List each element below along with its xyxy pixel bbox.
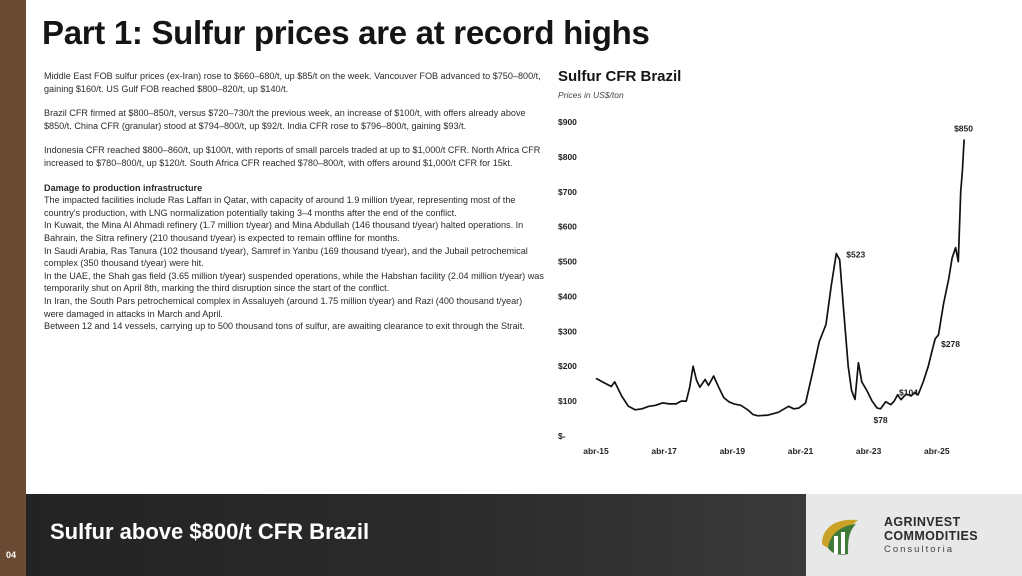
paragraph-brazil: Brazil CFR firmed at $800–850/t, versus …	[44, 108, 526, 131]
x-tick-label: abr-21	[788, 446, 814, 456]
damage-title: Damage to production infrastructure	[44, 182, 203, 193]
price-chart: $- $100 $200 $300 $400 $500 $600 $700 $800 $900 ab…	[558, 117, 973, 456]
brand-line-1: AGRINVEST	[884, 515, 961, 529]
brand-name: AGRINVEST COMMODITIES Consultoria	[884, 515, 978, 557]
y-tick-label: $700	[558, 187, 577, 197]
x-tick-label: abr-19	[720, 446, 746, 456]
brand-line-2: COMMODITIES	[884, 528, 978, 543]
footer-banner: Sulfur above $800/t CFR Brazil	[26, 494, 806, 576]
body-text: Middle East FOB sulfur prices (ex-Iran) …	[44, 70, 544, 333]
damage-section: Damage to production infrastructure The …	[44, 182, 544, 333]
x-tick-label: abr-23	[856, 446, 882, 456]
y-tick-label: $500	[558, 257, 577, 267]
chart-subtitle: Prices in US$/ton	[558, 90, 624, 100]
footer: Sulfur above $800/t CFR Brazil	[26, 494, 1022, 576]
left-accent-bar	[0, 0, 26, 576]
x-tick-label: abr-15	[583, 446, 609, 456]
data-label: $104	[899, 388, 918, 398]
paragraph-middle-east: Middle East FOB sulfur prices (ex-Iran) …	[44, 71, 541, 94]
damage-line-qatar: The impacted facilities include Ras Laff…	[44, 195, 516, 218]
y-tick-label: $600	[558, 222, 577, 232]
data-label: $78	[873, 415, 887, 425]
y-tick-label: $100	[558, 396, 577, 406]
chart-title: Sulfur CFR Brazil	[558, 68, 682, 85]
page-number: 04	[6, 550, 17, 560]
brand-line-3: Consultoria	[884, 544, 955, 555]
page-title: Part 1: Sulfur prices are at record high…	[42, 14, 650, 51]
agrinvest-leaf-logo-icon	[822, 519, 858, 555]
damage-line-iran: In Iran, the South Pars petrochemical co…	[44, 295, 523, 319]
y-tick-label: $200	[558, 361, 577, 371]
footer-headline: Sulfur above $800/t CFR Brazil	[50, 519, 370, 544]
x-tick-label: abr-17	[651, 446, 677, 456]
price-series-line	[595, 139, 965, 417]
y-tick-label: $900	[558, 117, 577, 127]
data-label: $850	[954, 123, 973, 133]
y-tick-label: $400	[558, 291, 577, 301]
y-tick-label: $-	[558, 431, 566, 441]
y-tick-label: $800	[558, 152, 577, 162]
paragraph-indonesia: Indonesia CFR reached $800–860/t, up $10…	[44, 145, 541, 168]
damage-line-saudi: In Saudi Arabia, Ras Tanura (102 thousan…	[44, 245, 528, 269]
y-tick-label: $300	[558, 326, 577, 336]
damage-line-kuwait: In Kuwait, the Mina Al Ahmadi refinery (…	[44, 220, 524, 243]
x-tick-label: abr-25	[924, 446, 950, 456]
damage-line-uae: In the UAE, the Shah gas field (3.65 mil…	[44, 270, 544, 294]
data-label: $278	[941, 339, 960, 349]
data-label: $523	[846, 250, 865, 260]
damage-line-vessels: Between 12 and 14 vessels, carrying up t…	[44, 321, 525, 332]
